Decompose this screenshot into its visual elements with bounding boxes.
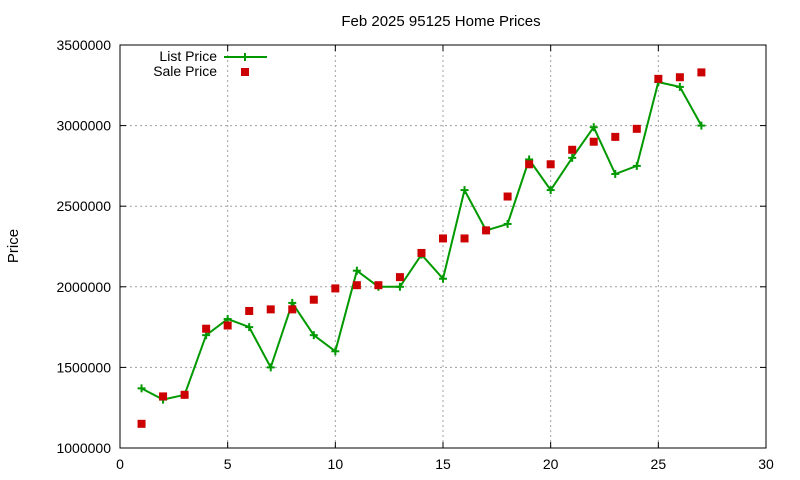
list-price-point — [266, 363, 275, 372]
legend-plus — [241, 53, 249, 61]
list-price-point — [352, 266, 361, 275]
legend-marker-sale-price — [241, 68, 249, 76]
x-tick-label: 20 — [543, 456, 559, 472]
sale-price-point — [180, 390, 189, 399]
list-price-point — [137, 384, 146, 393]
list-price-point — [395, 282, 404, 291]
y-tick-label: 2000000 — [56, 279, 111, 295]
sale-price-point — [417, 248, 426, 257]
legend-label-sale-price: Sale Price — [153, 63, 217, 79]
y-axis-label: Price — [5, 229, 22, 263]
list-price-point — [546, 186, 555, 195]
sale-price-point — [374, 281, 383, 290]
sale-price-point — [352, 281, 361, 290]
sale-price-point — [503, 192, 512, 201]
sale-price-point — [697, 68, 706, 77]
sale-price-point — [223, 321, 232, 330]
sale-price-point — [568, 145, 577, 154]
list-price-point — [245, 323, 254, 332]
y-tick-label: 1000000 — [56, 440, 111, 456]
sale-price-point — [654, 74, 663, 83]
sale-price-point — [288, 305, 297, 314]
sale-price-point — [611, 132, 620, 141]
series-sale-price — [137, 68, 706, 428]
x-tick-label: 10 — [328, 456, 344, 472]
list-price-line — [141, 80, 703, 401]
sale-price-point — [395, 273, 404, 282]
list-price-point — [568, 153, 577, 162]
y-tick-label: 3000000 — [56, 118, 111, 134]
grid-lines — [120, 45, 766, 448]
legend-label-list-price: List Price — [159, 48, 217, 64]
y-tick-label: 3500000 — [56, 37, 111, 53]
x-tick-labels: 0 5 10 15 20 25 30 — [116, 456, 774, 472]
sale-price-point — [675, 73, 684, 82]
sale-price-point — [546, 160, 555, 169]
sale-price-point — [482, 226, 491, 235]
list-price-point — [611, 169, 620, 178]
axis-ticks — [119, 44, 767, 449]
list-price-point — [675, 82, 684, 91]
x-tick-label: 15 — [435, 456, 451, 472]
sale-price-point — [460, 234, 469, 243]
sale-price-point — [309, 295, 318, 304]
sale-price-point — [632, 124, 641, 133]
sale-price-point — [202, 324, 211, 333]
x-tick-label: 5 — [224, 456, 232, 472]
y-tick-labels: 1000000 1500000 2000000 2500000 3000000 35000… — [56, 37, 111, 456]
y-tick-label: 2500000 — [56, 198, 111, 214]
list-price-point — [439, 274, 447, 283]
sale-price-point — [245, 306, 254, 315]
sale-price-point — [137, 419, 146, 428]
list-price-point — [697, 121, 706, 130]
legend-marker-list-price — [241, 53, 249, 61]
x-tick-label: 25 — [651, 456, 667, 472]
sale-price-point — [589, 137, 598, 146]
sale-price-point — [439, 234, 447, 243]
sale-price-point — [159, 392, 168, 401]
x-tick-label: 0 — [116, 456, 124, 472]
y-tick-label: 1500000 — [56, 359, 111, 375]
series-list-price — [137, 78, 706, 404]
sale-price-point — [266, 305, 275, 314]
list-price-point — [589, 123, 598, 132]
sale-price-point — [525, 160, 534, 169]
legend: List Price Sale Price — [153, 48, 267, 79]
list-price-point — [503, 219, 512, 228]
chart-title: Feb 2025 95125 Home Prices — [341, 13, 540, 30]
x-tick-label: 30 — [758, 456, 774, 472]
list-price-point — [331, 347, 340, 356]
list-price-point — [309, 331, 318, 340]
list-price-point — [460, 186, 469, 195]
sale-price-point — [331, 284, 340, 293]
list-price-point — [632, 161, 641, 170]
